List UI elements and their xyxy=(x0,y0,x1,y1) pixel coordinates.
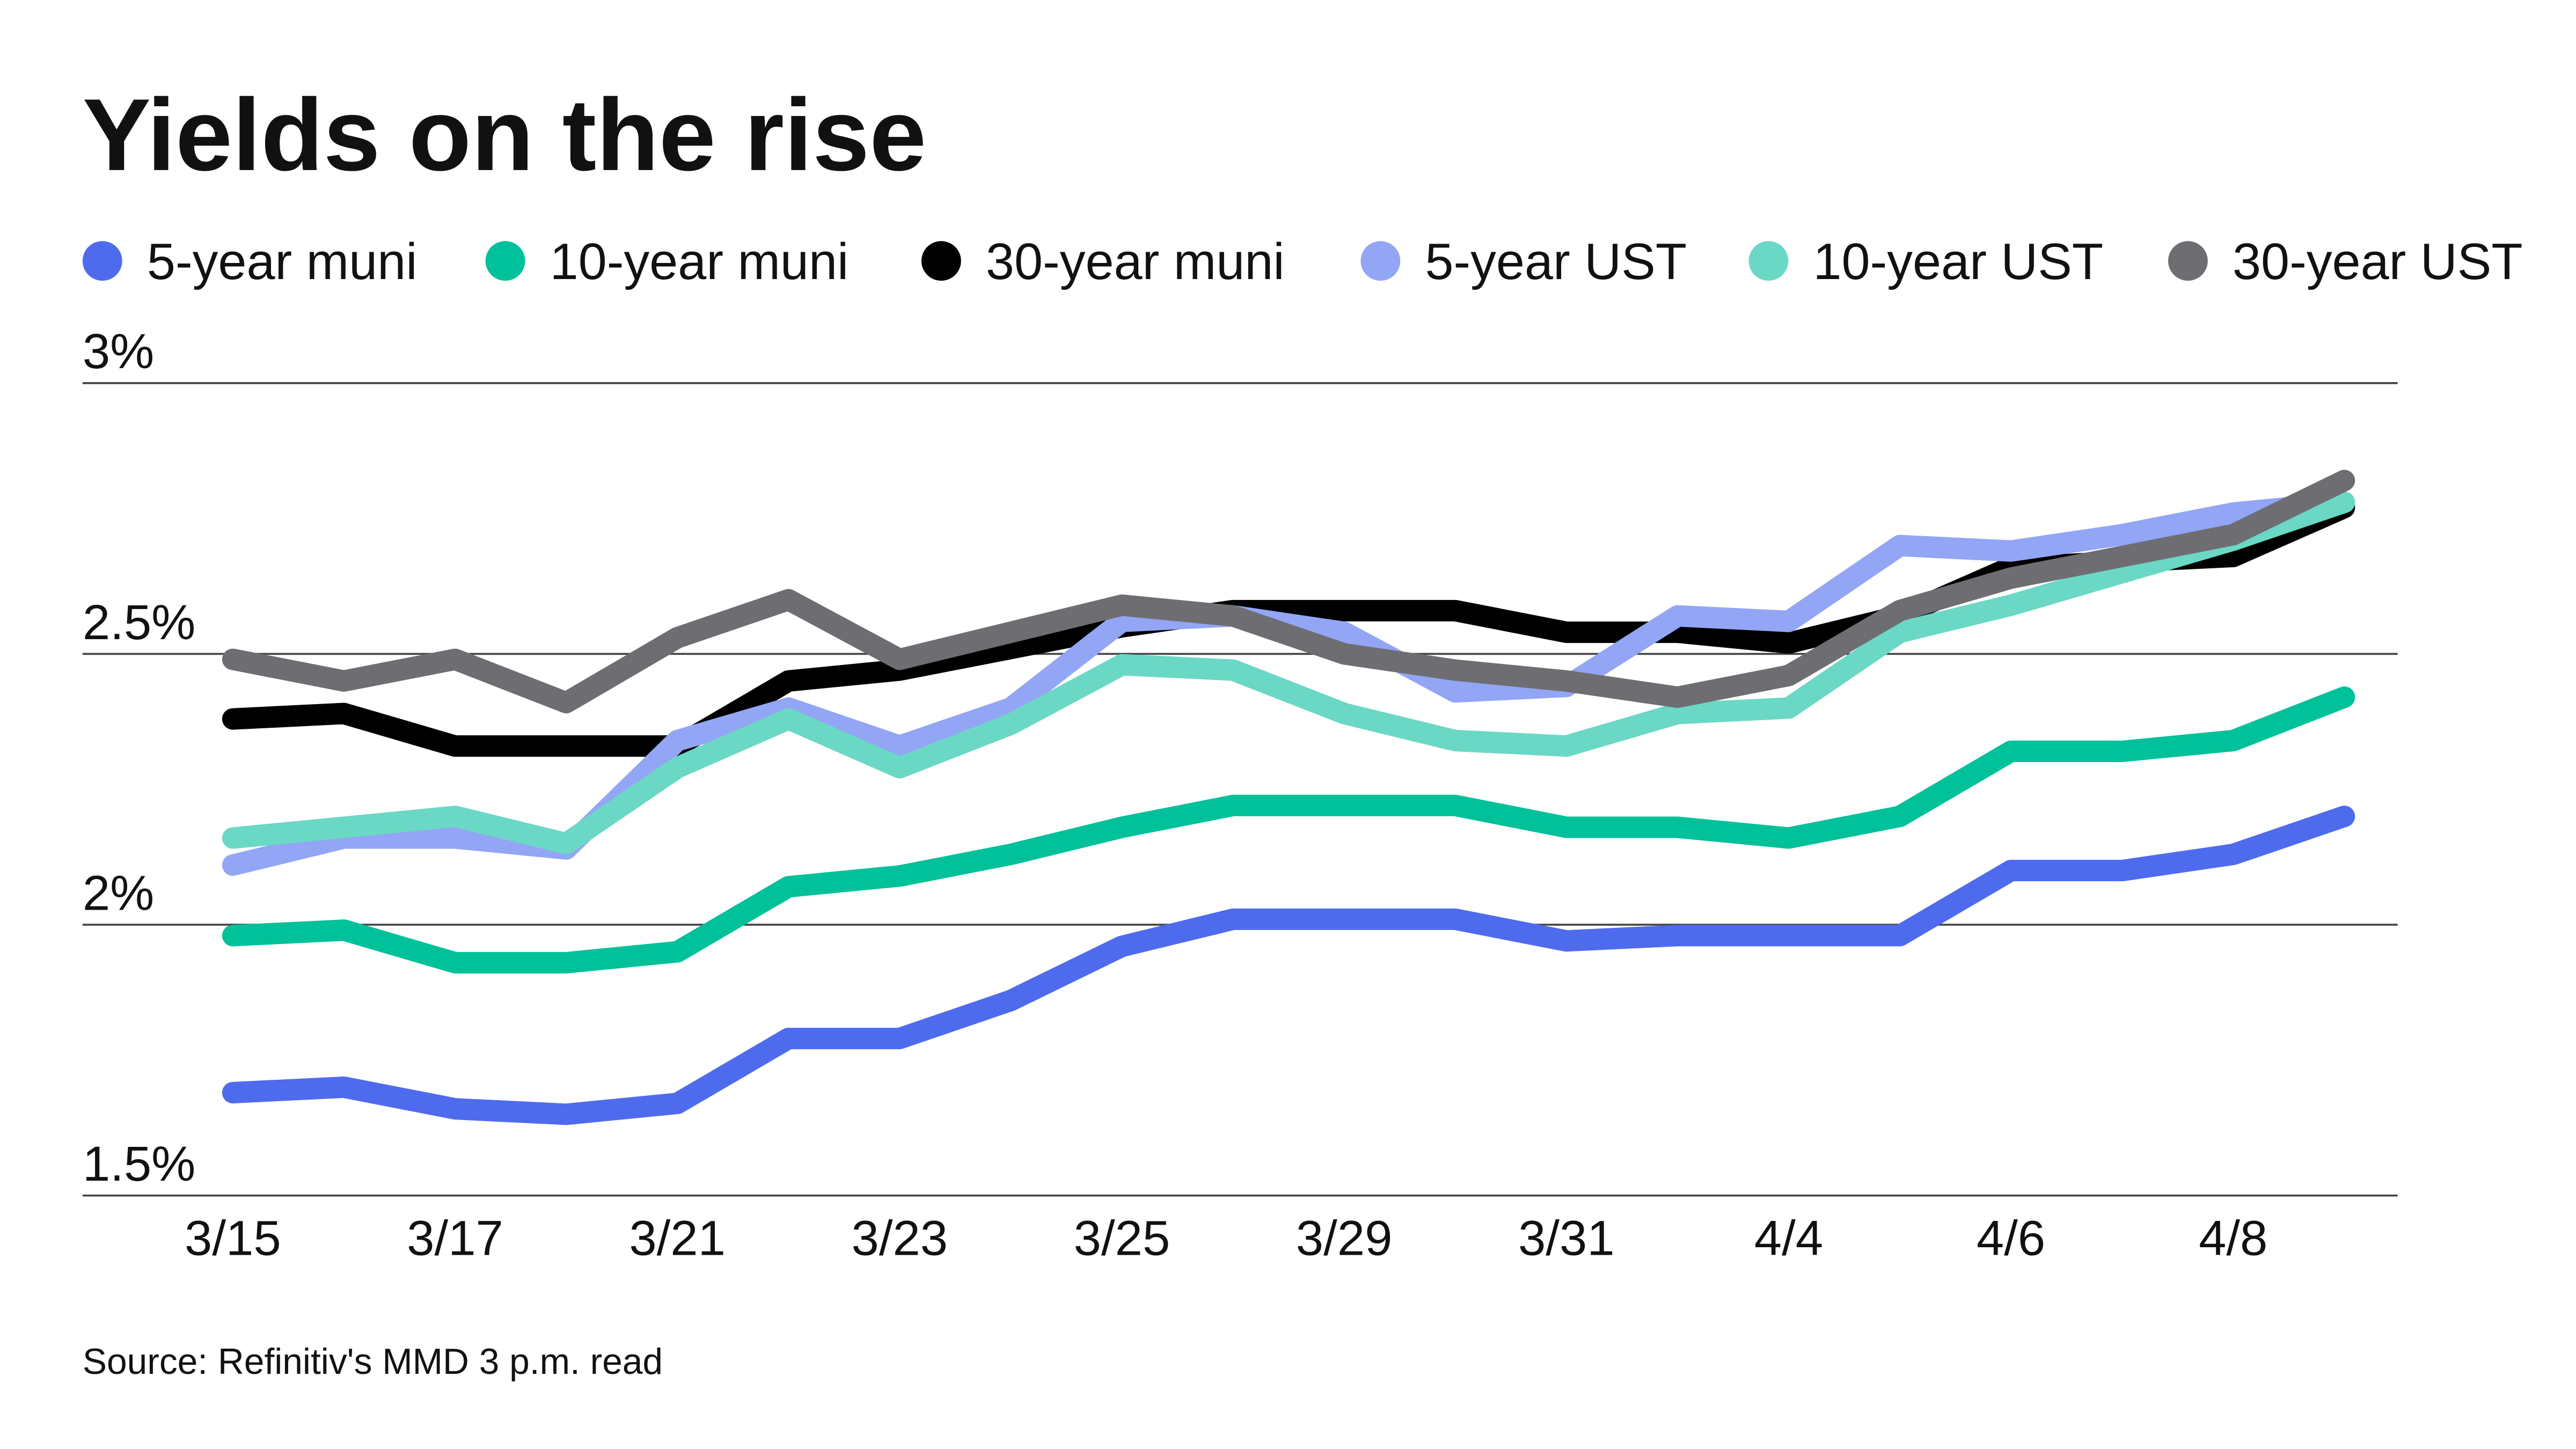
legend-marker xyxy=(485,241,525,281)
y-tick-label: 2.5% xyxy=(83,594,195,650)
y-tick-label: 3% xyxy=(83,323,154,379)
legend-label: 30-year UST xyxy=(2233,233,2523,290)
legend-marker xyxy=(1360,241,1401,281)
y-axis: 1.5% 2% 2.5% 3% xyxy=(83,323,195,1191)
x-tick-label: 4/8 xyxy=(2199,1210,2267,1265)
series-line-10-year-ust xyxy=(222,492,2355,854)
legend-label: 10-year muni xyxy=(550,233,849,290)
y-tick-label: 1.5% xyxy=(83,1136,195,1191)
legend-label: 10-year UST xyxy=(1813,233,2103,290)
x-tick-label: 4/4 xyxy=(1754,1210,1823,1265)
x-tick-label: 3/23 xyxy=(851,1210,948,1265)
x-tick-label: 4/6 xyxy=(1977,1210,2045,1265)
chart-title: Yields on the rise xyxy=(83,78,926,192)
gridlines xyxy=(82,382,2398,1197)
series-line-10-year-muni xyxy=(222,686,2355,974)
legend-label: 5-year UST xyxy=(1425,233,1687,290)
legend: 5-year muni 10-year muni 30-year muni 5-yea… xyxy=(82,233,2523,290)
x-axis: 3/15 3/17 3/21 3/23 3/25 3/29 3/31 4/4 4/6 4/8 xyxy=(185,1210,2267,1265)
legend-marker xyxy=(921,241,961,281)
series-line-5-year-muni xyxy=(222,806,2355,1125)
source-note: Source: Refinitiv's MMD 3 p.m. read xyxy=(83,1342,663,1382)
x-tick-label: 3/25 xyxy=(1074,1210,1170,1265)
legend-label: 30-year muni xyxy=(986,233,1285,290)
x-tick-label: 3/21 xyxy=(629,1210,726,1265)
y-tick-label: 2% xyxy=(83,865,154,920)
series-lines xyxy=(222,470,2355,1125)
legend-marker xyxy=(1748,241,1789,281)
x-tick-label: 3/31 xyxy=(1518,1210,1615,1265)
x-tick-label: 3/29 xyxy=(1296,1210,1393,1265)
legend-marker xyxy=(2168,241,2208,281)
legend-label: 5-year muni xyxy=(147,233,418,290)
series-line-30-year-ust xyxy=(222,470,2355,714)
x-tick-label: 3/15 xyxy=(185,1210,281,1265)
legend-marker xyxy=(82,241,122,281)
x-tick-label: 3/17 xyxy=(407,1210,503,1265)
